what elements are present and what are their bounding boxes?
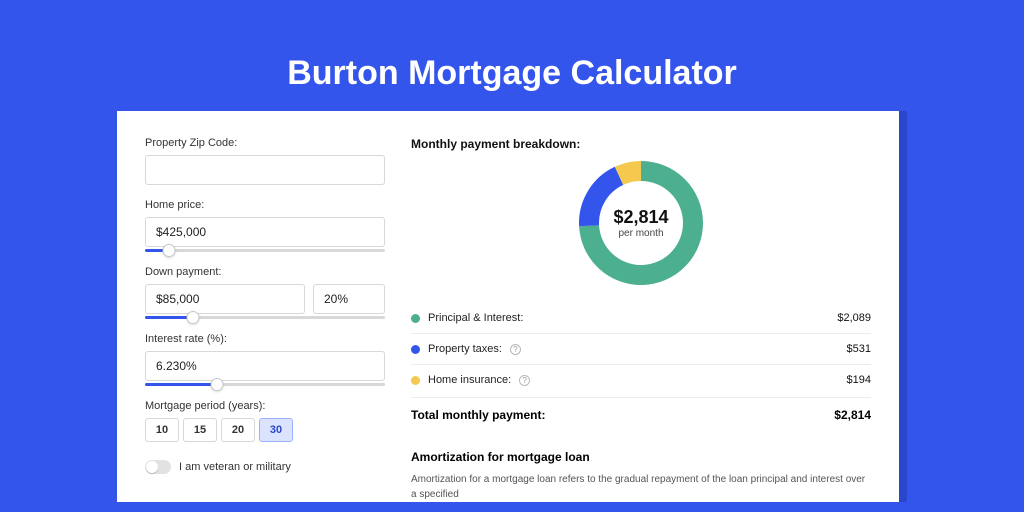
period-button-30[interactable]: 30 (259, 418, 293, 442)
period-field: Mortgage period (years): 10152030 (145, 400, 385, 442)
total-label: Total monthly payment: (411, 408, 545, 422)
zip-label: Property Zip Code: (145, 137, 385, 149)
info-icon[interactable]: ? (510, 344, 521, 355)
legend-dot (411, 376, 420, 385)
donut-wrap: $2,814 per month (411, 161, 871, 285)
breakdown-row-label: Property taxes: (428, 343, 502, 355)
calculator-card: Property Zip Code: Home price: Down paym… (117, 111, 899, 502)
total-value: $2,814 (834, 408, 871, 422)
inputs-column: Property Zip Code: Home price: Down paym… (145, 137, 385, 502)
amortization-title: Amortization for mortgage loan (411, 450, 871, 464)
total-row: Total monthly payment: $2,814 (411, 397, 871, 436)
veteran-label: I am veteran or military (179, 461, 291, 473)
period-label: Mortgage period (years): (145, 400, 385, 412)
breakdown-row: Principal & Interest: $2,089 (411, 303, 871, 334)
donut-amount: $2,814 (613, 207, 668, 228)
breakdown-column: Monthly payment breakdown: $2,814 per mo… (411, 137, 871, 502)
breakdown-row-value: $531 (847, 343, 871, 355)
breakdown-row-left: Principal & Interest: (411, 312, 523, 324)
breakdown-row: Home insurance:? $194 (411, 365, 871, 395)
donut-center: $2,814 per month (579, 161, 703, 285)
legend-dot (411, 314, 420, 323)
veteran-toggle-knob (146, 461, 158, 473)
interest-label: Interest rate (%): (145, 333, 385, 345)
donut-chart: $2,814 per month (579, 161, 703, 285)
zip-input[interactable] (145, 155, 385, 185)
breakdown-row-label: Home insurance: (428, 374, 511, 386)
period-button-10[interactable]: 10 (145, 418, 179, 442)
page-background: Burton Mortgage Calculator Property Zip … (0, 0, 1024, 512)
down-payment-slider[interactable] (145, 316, 385, 319)
interest-slider-fill (145, 383, 217, 386)
breakdown-row-label: Principal & Interest: (428, 312, 523, 324)
down-payment-slider-thumb[interactable] (187, 311, 200, 324)
breakdown-row-value: $194 (847, 374, 871, 386)
home-price-input[interactable] (145, 217, 385, 247)
breakdown-rows: Principal & Interest: $2,089 Property taxe… (411, 303, 871, 395)
interest-input[interactable] (145, 351, 385, 381)
veteran-toggle[interactable] (145, 460, 171, 474)
interest-field: Interest rate (%): (145, 333, 385, 386)
info-icon[interactable]: ? (519, 375, 530, 386)
down-payment-field: Down payment: (145, 266, 385, 319)
legend-dot (411, 345, 420, 354)
breakdown-row-value: $2,089 (837, 312, 871, 324)
period-row: 10152030 (145, 418, 385, 442)
down-payment-pct-input[interactable] (313, 284, 385, 314)
home-price-slider[interactable] (145, 249, 385, 252)
zip-field: Property Zip Code: (145, 137, 385, 185)
home-price-field: Home price: (145, 199, 385, 252)
interest-slider[interactable] (145, 383, 385, 386)
breakdown-title: Monthly payment breakdown: (411, 137, 871, 151)
breakdown-row-left: Property taxes:? (411, 343, 521, 355)
card-shadow: Property Zip Code: Home price: Down paym… (117, 111, 907, 502)
interest-slider-thumb[interactable] (211, 378, 224, 391)
amortization-text: Amortization for a mortgage loan refers … (411, 472, 871, 502)
down-payment-label: Down payment: (145, 266, 385, 278)
donut-sub: per month (618, 228, 663, 239)
page-title: Burton Mortgage Calculator (0, 54, 1024, 93)
down-payment-input[interactable] (145, 284, 305, 314)
period-button-20[interactable]: 20 (221, 418, 255, 442)
period-button-15[interactable]: 15 (183, 418, 217, 442)
breakdown-row-left: Home insurance:? (411, 374, 530, 386)
veteran-row: I am veteran or military (145, 460, 385, 474)
home-price-slider-thumb[interactable] (163, 244, 176, 257)
breakdown-row: Property taxes:? $531 (411, 334, 871, 365)
home-price-label: Home price: (145, 199, 385, 211)
